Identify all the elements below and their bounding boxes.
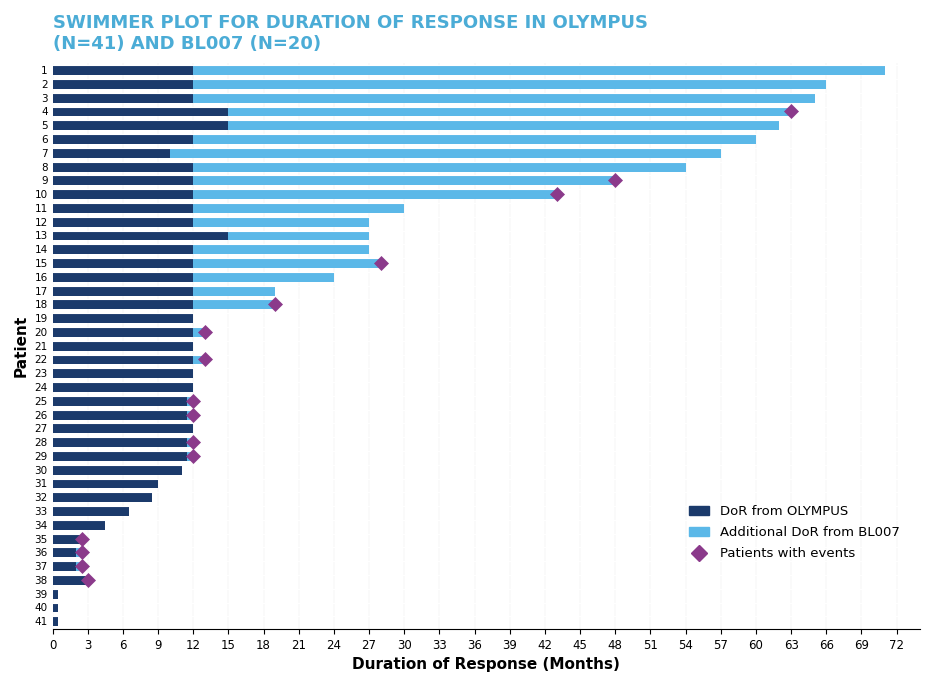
- Bar: [52, 575, 88, 585]
- Y-axis label: Patient: Patient: [14, 315, 29, 377]
- Bar: [193, 272, 334, 282]
- Bar: [52, 327, 193, 337]
- Bar: [193, 285, 276, 296]
- Bar: [52, 410, 188, 420]
- Bar: [52, 93, 193, 103]
- Bar: [52, 258, 193, 268]
- Bar: [52, 479, 158, 488]
- Bar: [193, 162, 686, 172]
- Bar: [52, 65, 193, 75]
- Bar: [193, 258, 381, 268]
- Bar: [52, 176, 193, 185]
- Bar: [52, 244, 193, 255]
- Bar: [229, 120, 780, 130]
- Bar: [52, 217, 193, 226]
- Bar: [52, 314, 193, 323]
- Bar: [52, 451, 188, 461]
- Bar: [52, 589, 59, 599]
- Bar: [52, 148, 170, 158]
- Bar: [193, 217, 369, 226]
- Bar: [52, 534, 82, 543]
- Bar: [52, 616, 59, 626]
- Bar: [188, 451, 193, 461]
- Bar: [52, 106, 229, 117]
- Bar: [76, 561, 82, 571]
- Bar: [52, 230, 229, 241]
- Bar: [193, 65, 884, 75]
- Bar: [52, 437, 188, 447]
- Text: SWIMMER PLOT FOR DURATION OF RESPONSE IN OLYMPUS
(N=41) AND BL007 (N=20): SWIMMER PLOT FOR DURATION OF RESPONSE IN…: [52, 14, 647, 53]
- Bar: [52, 602, 59, 613]
- Bar: [52, 464, 181, 475]
- Bar: [193, 134, 756, 144]
- Bar: [52, 134, 193, 144]
- Bar: [193, 93, 814, 103]
- Bar: [52, 368, 193, 378]
- Bar: [52, 79, 193, 89]
- Bar: [52, 189, 193, 199]
- Bar: [193, 79, 827, 89]
- Bar: [52, 561, 76, 571]
- Bar: [52, 299, 193, 309]
- Bar: [193, 327, 205, 337]
- Bar: [52, 396, 188, 406]
- Bar: [229, 106, 791, 117]
- Bar: [193, 244, 369, 255]
- Bar: [52, 120, 229, 130]
- Bar: [52, 341, 193, 351]
- Bar: [52, 355, 193, 364]
- X-axis label: Duration of Response (Months): Duration of Response (Months): [352, 657, 620, 672]
- Bar: [52, 547, 76, 557]
- Bar: [193, 355, 205, 364]
- Bar: [52, 520, 106, 530]
- Bar: [52, 285, 193, 296]
- Bar: [76, 547, 82, 557]
- Bar: [52, 382, 193, 392]
- Bar: [193, 203, 404, 213]
- Bar: [229, 230, 369, 241]
- Bar: [193, 299, 276, 309]
- Bar: [52, 203, 193, 213]
- Bar: [188, 410, 193, 420]
- Legend: DoR from OLYMPUS, Additional DoR from BL007, Patients with events: DoR from OLYMPUS, Additional DoR from BL…: [684, 500, 905, 566]
- Bar: [52, 162, 193, 172]
- Bar: [52, 493, 152, 502]
- Bar: [52, 423, 193, 434]
- Bar: [52, 506, 129, 516]
- Bar: [193, 189, 557, 199]
- Bar: [188, 437, 193, 447]
- Bar: [170, 148, 721, 158]
- Bar: [188, 396, 193, 406]
- Bar: [52, 272, 193, 282]
- Bar: [193, 176, 616, 185]
